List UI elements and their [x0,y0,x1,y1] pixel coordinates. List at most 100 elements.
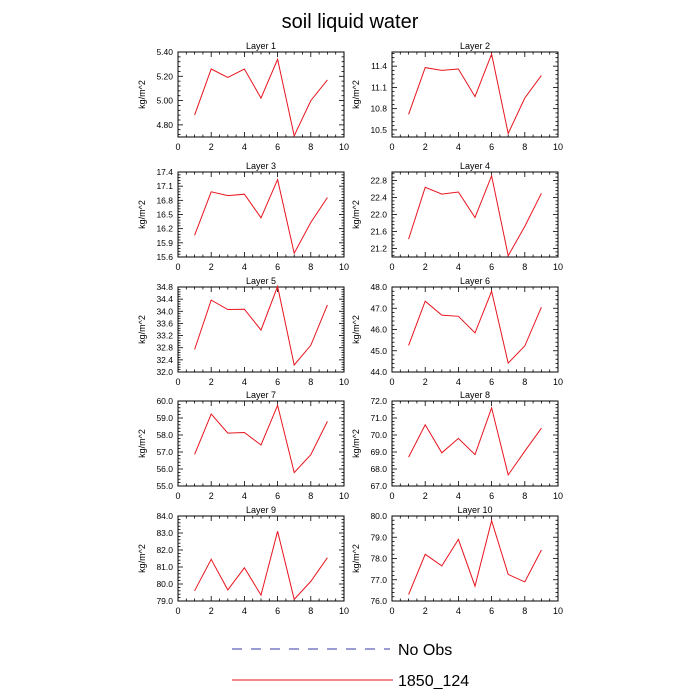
y-tick-label: 79.0 [370,532,387,542]
panel-title: Layer 1 [246,41,276,51]
panel-layer-10: Layer 10 kg/m^2 0 2 4 6 8 10 76.0 77.0 78.0 79.0 80.… [351,505,563,616]
y-tick-label: 5.00 [156,96,173,106]
y-tick-label: 16.5 [156,210,173,220]
y-axis-label: kg/m^2 [351,429,361,458]
plot-frame [391,51,559,138]
panel-layer-4: Layer 4 kg/m^2 0 2 4 6 8 10 21.2 21.6 22.0 22.4 22.8 [351,161,563,272]
plot-frame [177,515,345,602]
panel-layer-2: Layer 2 kg/m^2 0 2 4 6 8 10 10.5 10.8 11.1 11.4 [351,41,563,152]
y-tick-label: 46.0 [370,325,387,335]
x-tick-label: 4 [242,262,247,272]
x-tick-label: 0 [175,262,180,272]
x-tick-label: 6 [275,606,280,616]
panel-layer-8: Layer 8 kg/m^2 0 2 4 6 8 10 67.0 68.0 69.0 70.0 71.0… [351,390,563,501]
y-tick-label: 47.0 [370,303,387,313]
x-tick-label: 4 [456,491,461,501]
y-tick-label: 16.2 [156,224,173,234]
panel-title: Layer 10 [457,505,492,515]
x-tick-label: 2 [209,142,214,152]
x-tick-label: 0 [175,491,180,501]
plot-frame [177,400,345,487]
series-line-1850-124 [194,177,328,255]
x-tick-label: 6 [489,142,494,152]
y-tick-label: 5.20 [156,71,173,81]
plot-frame [177,51,345,138]
y-tick-label: 67.0 [370,481,387,491]
x-tick-label: 10 [553,606,563,616]
y-tick-label: 32.8 [156,343,173,353]
y-tick-label: 15.9 [156,238,173,248]
y-tick-label: 21.2 [370,244,387,254]
panel-title: Layer 2 [460,41,490,51]
x-tick-label: 2 [423,491,428,501]
x-tick-label: 2 [423,262,428,272]
y-tick-label: 48.0 [370,282,387,292]
y-tick-label: 81.0 [156,562,173,572]
panel-layer-5: Layer 5 kg/m^2 0 2 4 6 8 10 32.0 32.4 32.8 33.2 33.6… [137,276,349,387]
series-line-1850-124 [408,406,542,477]
y-tick-label: 69.0 [370,447,387,457]
y-axis-label: kg/m^2 [351,544,361,573]
y-tick-label: 72.0 [370,396,387,406]
x-tick-label: 0 [175,377,180,387]
y-axis-label: kg/m^2 [351,200,361,229]
y-tick-label: 10.8 [370,104,387,114]
y-tick-label: 11.1 [371,82,387,92]
y-tick-label: 59.0 [156,413,173,423]
y-tick-label: 58.0 [156,430,173,440]
y-tick-label: 5.40 [156,47,173,57]
plot-frame [391,515,559,602]
y-tick-label: 76.0 [370,596,387,606]
x-tick-label: 4 [456,377,461,387]
x-tick-label: 10 [553,142,563,152]
y-axis-label: kg/m^2 [351,315,361,344]
y-axis-label: kg/m^2 [137,80,147,109]
x-tick-label: 8 [308,606,313,616]
plot-frame [391,400,559,487]
panel-title: Layer 9 [246,505,276,515]
y-tick-label: 56.0 [156,464,173,474]
x-tick-label: 4 [242,491,247,501]
x-tick-label: 0 [389,377,394,387]
x-tick-label: 6 [275,377,280,387]
x-tick-label: 8 [308,491,313,501]
x-tick-label: 4 [456,142,461,152]
y-tick-label: 79.0 [156,596,173,606]
panel-layer-3: Layer 3 kg/m^2 0 2 4 6 8 10 15.6 15.9 16.2 16.5 16.8… [137,161,349,272]
y-axis-label: kg/m^2 [351,80,361,109]
x-tick-label: 0 [389,491,394,501]
legend-label-1850-124: 1850_124 [398,673,469,690]
panel-title: Layer 4 [460,161,490,171]
x-tick-label: 8 [308,377,313,387]
series-line-1850-124 [408,289,542,365]
x-tick-label: 4 [242,377,247,387]
x-tick-label: 8 [522,491,527,501]
x-tick-label: 10 [339,262,349,272]
series-line-1850-124 [194,403,328,474]
x-tick-label: 8 [308,262,313,272]
y-tick-label: 32.0 [156,367,173,377]
y-tick-label: 4.80 [156,120,173,130]
y-tick-label: 33.6 [156,318,173,328]
y-tick-label: 17.1 [156,181,173,191]
x-tick-label: 2 [209,491,214,501]
x-tick-label: 8 [522,377,527,387]
figure-title: soil liquid water [282,11,419,33]
x-tick-label: 6 [489,262,494,272]
y-axis-label: kg/m^2 [137,429,147,458]
y-tick-label: 45.0 [370,346,387,356]
panel-layer-6: Layer 6 kg/m^2 0 2 4 6 8 10 44.0 45.0 46.0 47.0 48.0 [351,276,563,387]
y-tick-label: 32.4 [156,355,173,365]
y-axis-label: kg/m^2 [137,200,147,229]
x-tick-label: 0 [389,606,394,616]
y-tick-label: 71.0 [370,413,387,423]
y-tick-label: 15.6 [156,252,173,262]
y-tick-label: 80.0 [370,511,387,521]
series-line-1850-124 [194,284,328,367]
x-tick-label: 6 [489,606,494,616]
y-tick-label: 44.0 [370,367,387,377]
x-tick-label: 0 [175,142,180,152]
legend: No Obs 1850_124 [232,642,469,690]
x-tick-label: 10 [553,491,563,501]
series-line-1850-124 [194,531,328,601]
